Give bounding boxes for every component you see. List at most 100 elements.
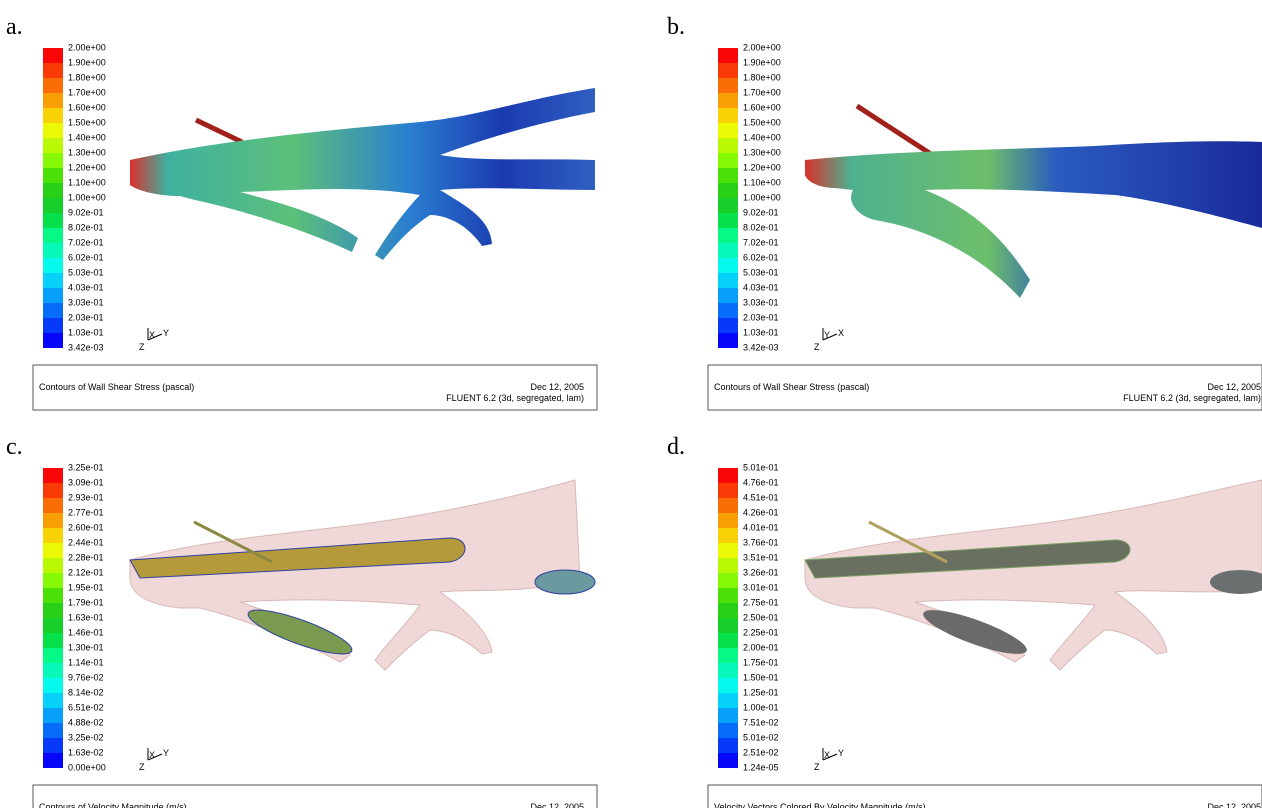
colorbar-swatch bbox=[43, 303, 63, 318]
colorbar-swatch bbox=[43, 93, 63, 108]
colorbar-swatch bbox=[43, 498, 63, 513]
colorbar-label: 8.02e-01 bbox=[743, 222, 779, 232]
colorbar-swatch bbox=[43, 573, 63, 588]
figure: a.2.00e+001.90e+001.80e+001.70e+001.60e+… bbox=[0, 0, 1262, 808]
colorbar-swatch bbox=[43, 633, 63, 648]
colorbar-swatch bbox=[718, 258, 738, 273]
colorbar-swatch bbox=[718, 603, 738, 618]
colorbar-swatch bbox=[43, 678, 63, 693]
colorbar-label: 3.42e-03 bbox=[68, 342, 104, 352]
colorbar-swatch bbox=[718, 228, 738, 243]
section bbox=[535, 570, 595, 594]
colorbar-label: 1.50e+00 bbox=[743, 117, 781, 127]
colorbar-swatch bbox=[718, 243, 738, 258]
colorbar-label: 1.14e-01 bbox=[68, 657, 104, 667]
colorbar-label: 5.01e-02 bbox=[743, 732, 779, 742]
colorbar-label: 1.46e-01 bbox=[68, 627, 104, 637]
colorbar-swatch bbox=[43, 588, 63, 603]
date: Dec 12, 2005 bbox=[1207, 382, 1261, 392]
colorbar-label: 3.26e-01 bbox=[743, 567, 779, 577]
panel: b.2.00e+001.90e+001.80e+001.70e+001.60e+… bbox=[667, 14, 1262, 410]
panel-label: d. bbox=[667, 434, 685, 460]
colorbar-label: 4.01e-01 bbox=[743, 522, 779, 532]
axis-label: Z bbox=[139, 342, 145, 352]
colorbar-swatch bbox=[43, 528, 63, 543]
colorbar-label: 3.03e-01 bbox=[743, 297, 779, 307]
colorbar-swatch bbox=[43, 108, 63, 123]
colorbar-label: 1.40e+00 bbox=[68, 132, 106, 142]
colorbar-label: 1.00e+00 bbox=[68, 192, 106, 202]
axis-label: X bbox=[149, 750, 155, 760]
colorbar-label: 6.02e-01 bbox=[743, 252, 779, 262]
colorbar-swatch bbox=[718, 108, 738, 123]
colorbar-swatch bbox=[718, 543, 738, 558]
colorbar-swatch bbox=[43, 258, 63, 273]
colorbar-label: 4.26e-01 bbox=[743, 507, 779, 517]
colorbar-swatch bbox=[718, 213, 738, 228]
colorbar-label: 1.10e+00 bbox=[68, 177, 106, 187]
colorbar-label: 3.76e-01 bbox=[743, 537, 779, 547]
colorbar-swatch bbox=[43, 663, 63, 678]
colorbar-label: 2.00e-01 bbox=[743, 642, 779, 652]
colorbar-swatch bbox=[43, 198, 63, 213]
vessel bbox=[130, 88, 595, 260]
colorbar-label: 5.03e-01 bbox=[68, 267, 104, 277]
colorbar-label: 1.70e+00 bbox=[68, 87, 106, 97]
colorbar-label: 2.00e+00 bbox=[68, 42, 106, 52]
software: FLUENT 6.2 (3d, segregated, lam) bbox=[446, 393, 584, 403]
colorbar-label: 1.10e+00 bbox=[743, 177, 781, 187]
date: Dec 12, 2005 bbox=[1207, 802, 1261, 808]
colorbar-swatch bbox=[718, 588, 738, 603]
colorbar-swatch bbox=[43, 603, 63, 618]
colorbar-label: 5.03e-01 bbox=[743, 267, 779, 277]
colorbar-swatch bbox=[718, 153, 738, 168]
colorbar-label: 1.25e-01 bbox=[743, 687, 779, 697]
colorbar-label: 2.60e-01 bbox=[68, 522, 104, 532]
colorbar-label: 1.95e-01 bbox=[68, 582, 104, 592]
colorbar-swatch bbox=[718, 483, 738, 498]
colorbar-label: 3.25e-02 bbox=[68, 732, 104, 742]
colorbar-label: 2.00e+00 bbox=[743, 42, 781, 52]
colorbar-swatch bbox=[43, 483, 63, 498]
colorbar-swatch bbox=[43, 723, 63, 738]
colorbar-swatch bbox=[718, 48, 738, 63]
colorbar-label: 2.03e-01 bbox=[743, 312, 779, 322]
colorbar-swatch bbox=[718, 633, 738, 648]
colorbar-label: 0.00e+00 bbox=[68, 762, 106, 772]
colorbar-label: 1.20e+00 bbox=[68, 162, 106, 172]
colorbar-label: 8.02e-01 bbox=[68, 222, 104, 232]
colorbar-label: 3.42e-03 bbox=[743, 342, 779, 352]
colorbar-swatch bbox=[43, 288, 63, 303]
colorbar-swatch bbox=[718, 513, 738, 528]
colorbar-label: 1.79e-01 bbox=[68, 597, 104, 607]
colorbar-label: 9.76e-02 bbox=[68, 672, 104, 682]
colorbar-swatch bbox=[718, 123, 738, 138]
colorbar-swatch bbox=[43, 513, 63, 528]
colorbar-label: 1.50e+00 bbox=[68, 117, 106, 127]
colorbar-label: 2.51e-02 bbox=[743, 747, 779, 757]
colorbar-swatch bbox=[718, 618, 738, 633]
colorbar-swatch bbox=[43, 468, 63, 483]
colorbar-label: 9.02e-01 bbox=[68, 207, 104, 217]
colorbar-swatch bbox=[43, 543, 63, 558]
colorbar-label: 1.63e-02 bbox=[68, 747, 104, 757]
colorbar-label: 3.01e-01 bbox=[743, 582, 779, 592]
colorbar-swatch bbox=[43, 738, 63, 753]
colorbar-swatch bbox=[718, 333, 738, 348]
colorbar-label: 1.90e+00 bbox=[743, 57, 781, 67]
colorbar-swatch bbox=[718, 303, 738, 318]
colorbar-label: 3.25e-01 bbox=[68, 462, 104, 472]
axis-label: Y bbox=[163, 328, 169, 338]
colorbar-swatch bbox=[718, 183, 738, 198]
colorbar-swatch bbox=[43, 648, 63, 663]
colorbar-label: 1.00e+00 bbox=[743, 192, 781, 202]
colorbar-label: 1.30e+00 bbox=[743, 147, 781, 157]
colorbar-swatch bbox=[718, 168, 738, 183]
axis-label: Z bbox=[814, 762, 820, 772]
colorbar-label: 1.30e-01 bbox=[68, 642, 104, 652]
panel: a.2.00e+001.90e+001.80e+001.70e+001.60e+… bbox=[6, 14, 597, 410]
colorbar-swatch bbox=[43, 213, 63, 228]
axis-label: Z bbox=[814, 342, 820, 352]
colorbar-label: 3.09e-01 bbox=[68, 477, 104, 487]
colorbar-label: 1.63e-01 bbox=[68, 612, 104, 622]
